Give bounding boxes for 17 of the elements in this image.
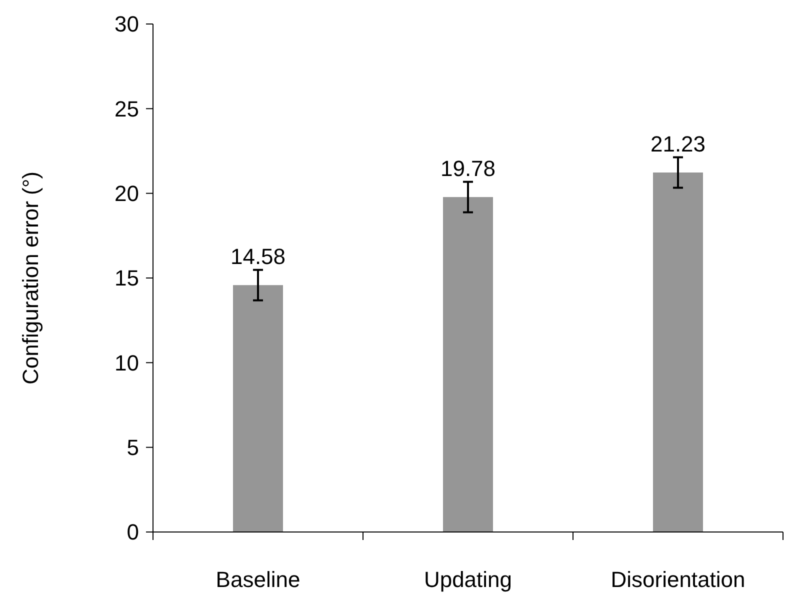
y-tick-label: 20 [114, 181, 139, 206]
y-tick-label: 5 [126, 435, 139, 460]
data-label: 21.23 [650, 131, 706, 156]
bar [653, 172, 703, 532]
bar [233, 285, 283, 532]
data-label: 14.58 [230, 244, 286, 269]
data-label: 19.78 [440, 156, 496, 181]
y-tick-label: 30 [114, 12, 139, 37]
y-tick-label: 0 [126, 520, 139, 545]
y-tick-label: 10 [114, 350, 139, 376]
y-tick-label: 15 [114, 266, 139, 291]
bar [443, 197, 493, 532]
y-axis-title: Configuration error (°) [18, 172, 43, 384]
x-tick-label: Baseline [216, 567, 300, 592]
x-tick-label: Disorientation [610, 567, 746, 592]
x-tick-label: Updating [424, 567, 512, 592]
y-tick-label: 25 [114, 96, 139, 122]
